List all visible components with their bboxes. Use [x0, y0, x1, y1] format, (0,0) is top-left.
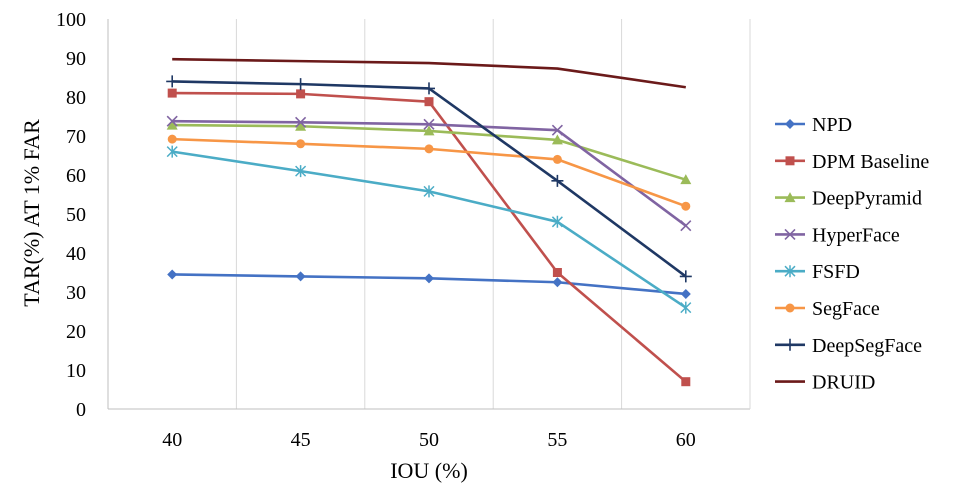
- legend-item-hyperface: HyperFace: [775, 224, 900, 246]
- series-line-dpm-baseline: [172, 91, 687, 383]
- data-point-fsfd: [166, 145, 178, 158]
- legend-label-deeppyramid: DeepPyramid: [812, 188, 922, 210]
- legend-item-segface: SegFace: [775, 298, 880, 320]
- data-point-segface: [681, 201, 691, 211]
- data-point-deepsegface: [679, 270, 692, 283]
- legend-item-dpm-baseline: DPM Baseline: [775, 151, 929, 173]
- series-npd: [167, 269, 691, 299]
- data-point-npd: [424, 273, 434, 284]
- data-point-segface: [296, 139, 306, 149]
- legend-label-fsfd: FSFD: [812, 261, 860, 283]
- data-point-dpm-baseline: [681, 377, 691, 387]
- legend-marker-segface: [785, 303, 795, 313]
- legend-label-segface: SegFace: [812, 298, 880, 320]
- y-tick-label: 0: [76, 399, 86, 421]
- x-tick-label: 50: [419, 429, 439, 451]
- legend-marker-deepsegface: [784, 338, 796, 351]
- data-point-hyperface: [166, 115, 178, 127]
- data-point-fsfd: [680, 301, 692, 314]
- legend-item-npd: NPD: [775, 114, 852, 136]
- legend-item-druid: DRUID: [775, 372, 875, 394]
- legend-marker-deeppyramid: [784, 192, 796, 203]
- data-point-hyperface: [680, 220, 692, 232]
- series-line-hyperface: [172, 119, 687, 227]
- data-point-fsfd: [295, 165, 307, 178]
- legend-marker-fsfd: [784, 265, 796, 278]
- y-tick-label: 60: [66, 165, 86, 187]
- y-tick-label: 70: [66, 126, 86, 148]
- data-point-npd: [295, 271, 306, 282]
- data-point-hyperface: [295, 116, 307, 128]
- data-point-dpm-baseline: [296, 89, 306, 99]
- series-deeppyramid: [166, 119, 692, 185]
- series-hyperface: [166, 115, 692, 232]
- data-point-fsfd: [551, 215, 563, 228]
- legend-label-hyperface: HyperFace: [812, 224, 900, 246]
- data-point-npd: [167, 269, 178, 280]
- legend: NPD DPM Baseline DeepPyramid HyperFace FSFD S…: [775, 114, 929, 394]
- y-axis-title: TAR(%) AT 1% FAR: [19, 119, 44, 307]
- y-tick-label: 100: [56, 9, 86, 31]
- data-point-dpm-baseline: [424, 97, 434, 107]
- x-tick-label: 40: [162, 429, 182, 451]
- data-point-deepsegface: [166, 75, 179, 88]
- data-point-deepsegface: [294, 78, 307, 91]
- data-point-dpm-baseline: [552, 268, 562, 277]
- data-point-npd: [680, 288, 691, 299]
- data-point-hyperface: [551, 124, 563, 136]
- legend-marker-npd: [785, 119, 795, 129]
- x-tick-label: 55: [547, 429, 567, 451]
- series-deepsegface: [166, 75, 692, 283]
- series-line-fsfd: [172, 150, 687, 309]
- y-tick-label: 40: [66, 243, 86, 265]
- data-point-segface: [424, 144, 434, 154]
- legend-marker-hyperface: [784, 228, 796, 240]
- data-point-fsfd: [423, 185, 435, 198]
- y-tick-label: 80: [66, 87, 86, 109]
- data-point-hyperface: [423, 118, 435, 130]
- gridlines: [235, 19, 623, 409]
- series-fsfd: [166, 145, 692, 314]
- data-point-deeppyramid: [680, 174, 692, 185]
- y-tick-label: 90: [66, 48, 86, 70]
- series-dpm-baseline: [167, 88, 691, 387]
- series-line-druid: [172, 57, 686, 89]
- data-point-deepsegface: [423, 82, 435, 95]
- y-tick-label: 10: [66, 360, 86, 382]
- x-tick-label: 60: [676, 429, 696, 451]
- x-axis-title: IOU (%): [390, 458, 468, 483]
- legend-item-deeppyramid: DeepPyramid: [775, 188, 922, 210]
- series-druid: [172, 57, 686, 89]
- data-point-segface: [167, 134, 177, 144]
- data-point-deeppyramid: [295, 120, 307, 131]
- legend-label-druid: DRUID: [812, 372, 875, 394]
- data-point-deeppyramid: [551, 134, 563, 145]
- axes: 0 10 20 30 40 50 60 70 80 90 100 40 45 50 55 60: [56, 9, 751, 451]
- data-point-deeppyramid: [166, 119, 178, 130]
- legend-label-deepsegface: DeepSegFace: [812, 335, 922, 357]
- legend-item-deepsegface: DeepSegFace: [775, 335, 922, 357]
- y-tick-label: 30: [66, 282, 86, 304]
- data-point-npd: [552, 277, 563, 288]
- y-tick-label: 50: [66, 204, 86, 226]
- legend-label-npd: NPD: [812, 114, 852, 136]
- y-tick-label: 20: [66, 321, 86, 343]
- series-group: [166, 57, 692, 387]
- data-point-segface: [552, 154, 562, 164]
- series-segface: [167, 134, 691, 211]
- data-point-deeppyramid: [423, 125, 435, 136]
- data-point-dpm-baseline: [167, 88, 177, 98]
- data-point-deepsegface: [551, 174, 564, 187]
- legend-marker-dpm-baseline: [785, 156, 795, 166]
- x-tick-label: 45: [291, 429, 311, 451]
- legend-label-dpm-baseline: DPM Baseline: [812, 151, 929, 173]
- legend-item-fsfd: FSFD: [775, 261, 860, 283]
